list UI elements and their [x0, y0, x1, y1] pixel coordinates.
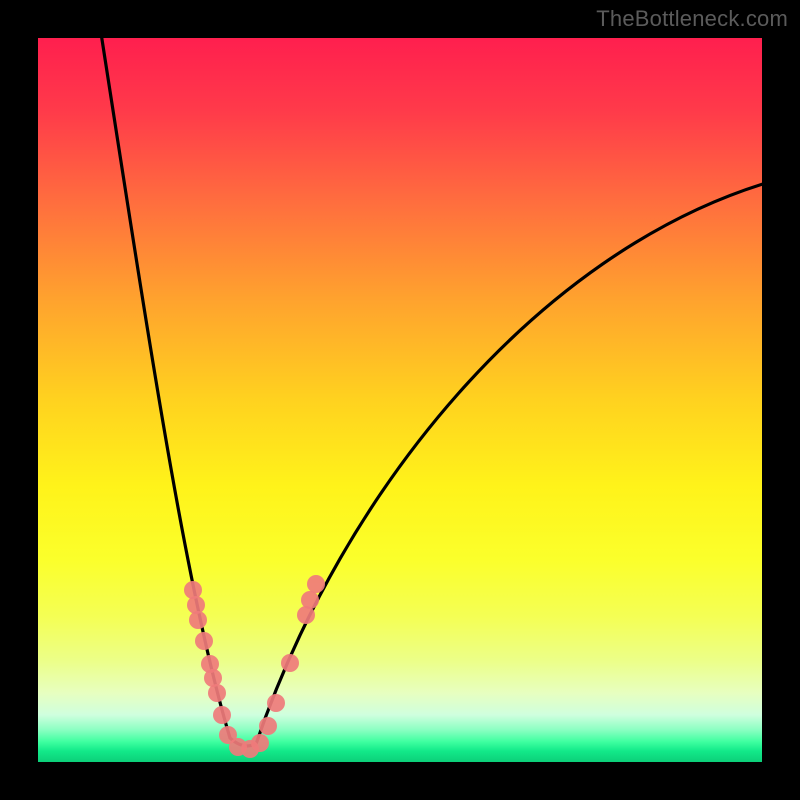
scatter-dot: [195, 632, 213, 650]
scatter-dot: [267, 694, 285, 712]
scatter-markers: [184, 575, 325, 758]
scatter-dot: [213, 706, 231, 724]
scatter-dot: [251, 734, 269, 752]
plot-area: [38, 38, 762, 762]
scatter-dot: [189, 611, 207, 629]
chart-frame: TheBottleneck.com: [0, 0, 800, 800]
scatter-dot: [184, 581, 202, 599]
scatter-dot: [301, 591, 319, 609]
scatter-dot: [259, 717, 277, 735]
scatter-dot: [307, 575, 325, 593]
scatter-dot: [208, 684, 226, 702]
marker-layer: [38, 38, 762, 762]
scatter-dot: [281, 654, 299, 672]
watermark-text: TheBottleneck.com: [596, 6, 788, 32]
